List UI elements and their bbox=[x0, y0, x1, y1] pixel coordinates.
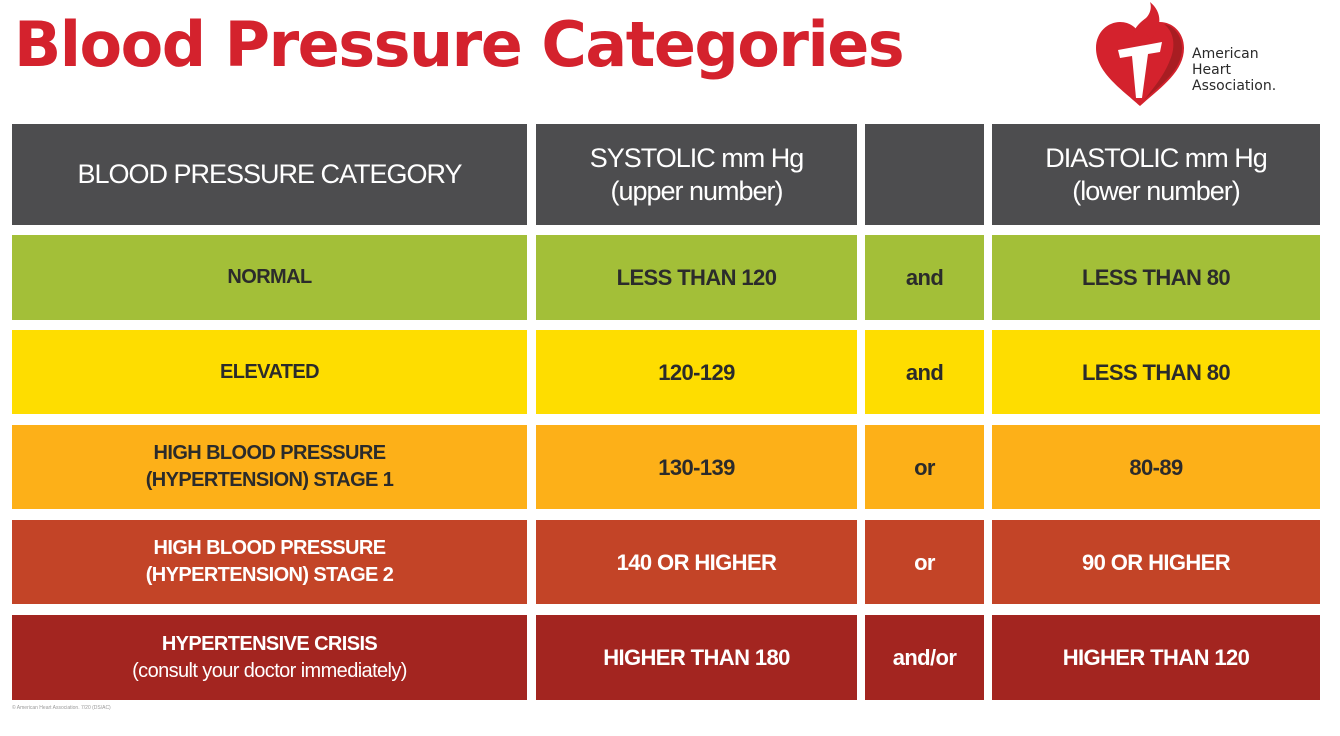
logo-text: American Heart Association. bbox=[1192, 46, 1276, 94]
logo-text-line3: Association. bbox=[1192, 78, 1277, 94]
row-crisis-conjunction: and/or bbox=[865, 615, 984, 700]
logo-text-line1: American bbox=[1192, 46, 1259, 62]
row-elevated-diastolic: LESS THAN 80 bbox=[992, 330, 1320, 414]
row-stage1-diastolic: 80-89 bbox=[992, 425, 1320, 509]
copyright-footnote: © American Heart Association. 7/20 (DS/A… bbox=[12, 705, 111, 711]
header-category: BLOOD PRESSURE CATEGORY bbox=[12, 124, 527, 225]
conjunction-label: or bbox=[914, 549, 935, 575]
row-stage2-systolic: 140 OR HIGHER bbox=[536, 520, 857, 604]
diastolic-value: LESS THAN 80 bbox=[1081, 359, 1231, 385]
diastolic-value: LESS THAN 80 bbox=[1081, 265, 1231, 290]
systolic-value: 140 OR HIGHER bbox=[616, 549, 777, 575]
row-normal-category: NORMAL bbox=[12, 235, 527, 320]
category-label-line2: (HYPERTENSION) STAGE 2 bbox=[145, 564, 394, 586]
conjunction-label: and bbox=[905, 359, 944, 385]
header-systolic-line1: SYSTOLIC mm Hg bbox=[589, 142, 805, 173]
row-crisis-diastolic: HIGHER THAN 120 bbox=[992, 615, 1320, 700]
diastolic-value: HIGHER THAN 120 bbox=[1062, 645, 1250, 670]
logo-text-line2: Heart bbox=[1192, 62, 1231, 78]
row-stage2-conjunction: or bbox=[865, 520, 984, 604]
row-stage2-diastolic: 90 OR HIGHER bbox=[992, 520, 1320, 604]
row-elevated-conjunction: and bbox=[865, 330, 984, 414]
aha-logo: American Heart Association. bbox=[1090, 2, 1310, 112]
systolic-value: 130-139 bbox=[658, 454, 735, 480]
systolic-value: HIGHER THAN 180 bbox=[603, 645, 790, 670]
row-elevated-category: ELEVATED bbox=[12, 330, 527, 414]
row-stage1-systolic: 130-139 bbox=[536, 425, 857, 509]
category-label-line2: (consult your doctor immediately) bbox=[132, 659, 407, 682]
row-crisis-category: HYPERTENSIVE CRISIS (consult your doctor… bbox=[12, 615, 527, 700]
header-systolic: SYSTOLIC mm Hg (upper number) bbox=[536, 124, 857, 225]
conjunction-label: and bbox=[905, 265, 944, 290]
row-stage1-category: HIGH BLOOD PRESSURE (HYPERTENSION) STAGE… bbox=[12, 425, 527, 509]
conjunction-label: and/or bbox=[892, 645, 957, 670]
conjunction-label: or bbox=[914, 454, 935, 480]
row-stage2-category: HIGH BLOOD PRESSURE (HYPERTENSION) STAGE… bbox=[12, 520, 527, 604]
header-diastolic-line1: DIASTOLIC mm Hg bbox=[1045, 142, 1268, 173]
header-category-label: BLOOD PRESSURE CATEGORY bbox=[77, 159, 462, 189]
category-label-line1: HIGH BLOOD PRESSURE bbox=[153, 537, 387, 559]
category-label: ELEVATED bbox=[220, 360, 320, 383]
header-diastolic-line2: (lower number) bbox=[1072, 175, 1241, 206]
row-normal-systolic: LESS THAN 120 bbox=[536, 235, 857, 320]
category-label-line2: (HYPERTENSION) STAGE 1 bbox=[145, 469, 394, 491]
heart-torch-icon bbox=[1096, 2, 1184, 106]
header-conjunction bbox=[865, 124, 984, 225]
systolic-value: 120-129 bbox=[658, 359, 735, 385]
category-label-line1: HIGH BLOOD PRESSURE bbox=[153, 442, 387, 464]
header-systolic-line2: (upper number) bbox=[610, 175, 783, 206]
row-normal-diastolic: LESS THAN 80 bbox=[992, 235, 1320, 320]
diastolic-value: 90 OR HIGHER bbox=[1081, 549, 1231, 575]
diastolic-value: 80-89 bbox=[1129, 454, 1183, 480]
row-stage1-conjunction: or bbox=[865, 425, 984, 509]
row-elevated-systolic: 120-129 bbox=[536, 330, 857, 414]
systolic-value: LESS THAN 120 bbox=[616, 265, 777, 290]
row-crisis-systolic: HIGHER THAN 180 bbox=[536, 615, 857, 700]
row-normal-conjunction: and bbox=[865, 235, 984, 320]
header-diastolic: DIASTOLIC mm Hg (lower number) bbox=[992, 124, 1320, 225]
category-label: NORMAL bbox=[227, 266, 312, 288]
page-title: Blood Pressure Categories bbox=[14, 8, 905, 81]
category-label-line1: HYPERTENSIVE CRISIS bbox=[161, 632, 378, 655]
